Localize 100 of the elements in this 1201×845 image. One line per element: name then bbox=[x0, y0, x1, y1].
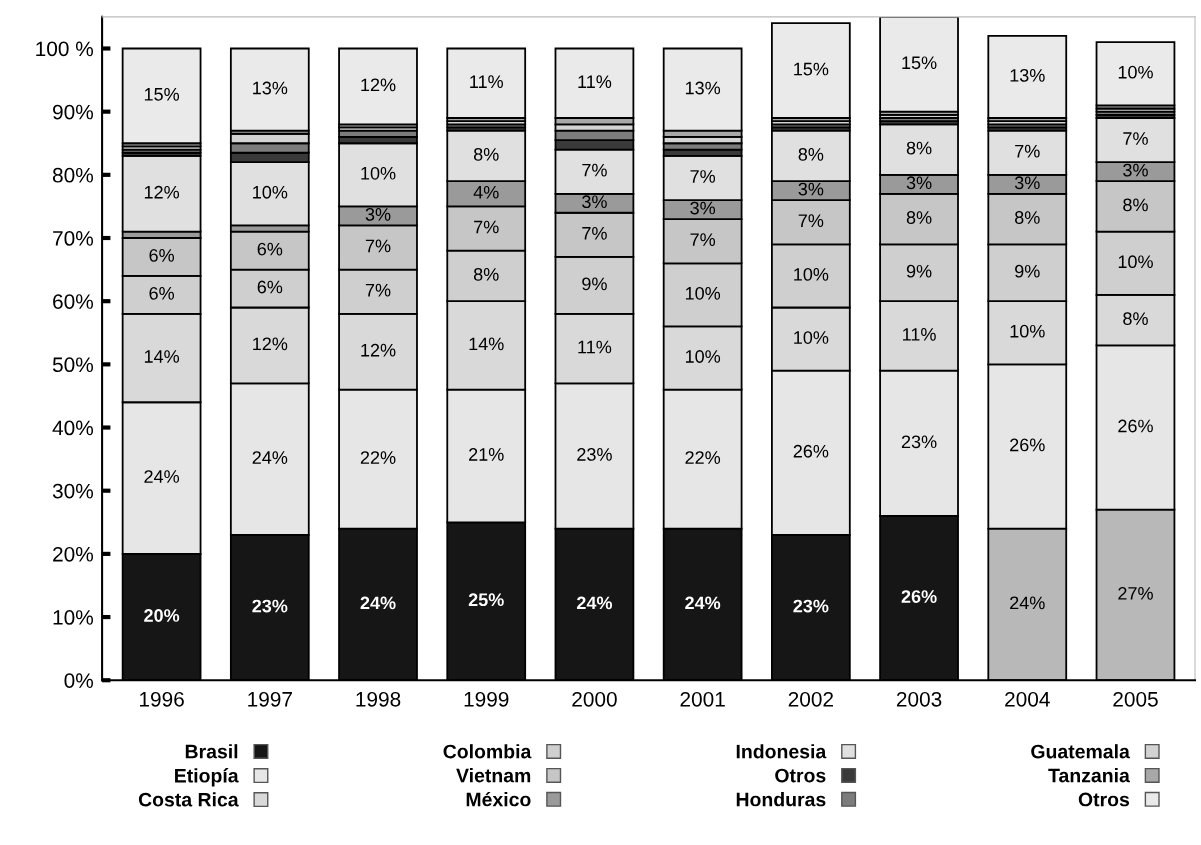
data-label: 7% bbox=[690, 233, 716, 246]
data-label: 15% bbox=[902, 56, 937, 70]
data-label: 3% bbox=[798, 182, 824, 196]
data-label: 11% bbox=[578, 75, 612, 89]
data-label: 24% bbox=[576, 596, 613, 610]
data-label: 11% bbox=[578, 340, 612, 354]
y-tick-label: 90% bbox=[53, 104, 94, 120]
x-tick-label: 1996 bbox=[140, 691, 184, 707]
legend-label: Tanzania bbox=[1048, 768, 1130, 783]
data-label: 11% bbox=[470, 75, 503, 89]
x-tick-label: 2003 bbox=[896, 691, 942, 707]
data-label: 11% bbox=[903, 328, 936, 341]
data-label: 13% bbox=[253, 81, 288, 95]
data-label: 12% bbox=[144, 185, 180, 199]
data-label: 3% bbox=[906, 176, 932, 190]
data-label: 9% bbox=[906, 264, 932, 278]
data-label: 7% bbox=[1015, 144, 1040, 158]
data-label: 25% bbox=[468, 593, 504, 607]
y-tick-label: 30% bbox=[52, 483, 94, 499]
data-label: 10% bbox=[253, 185, 288, 199]
data-label: 21% bbox=[469, 448, 504, 461]
data-label: 22% bbox=[685, 451, 721, 464]
data-label: 24% bbox=[1010, 596, 1045, 610]
data-label: 13% bbox=[1010, 68, 1045, 82]
data-label: 14% bbox=[144, 350, 180, 363]
data-label: 26% bbox=[793, 444, 829, 458]
y-tick-label: 40% bbox=[52, 420, 94, 436]
x-tick-label: 2004 bbox=[1005, 691, 1050, 707]
data-label: 12% bbox=[361, 78, 396, 92]
data-label: 12% bbox=[253, 337, 288, 351]
x-tick-label: 1998 bbox=[356, 691, 401, 707]
data-label: 12% bbox=[361, 343, 396, 357]
y-tick-label: 0% bbox=[64, 673, 94, 688]
legend-label: Colombia bbox=[443, 744, 532, 759]
data-label: 9% bbox=[1015, 264, 1040, 278]
legend-label: Otros bbox=[775, 768, 826, 783]
data-label: 10% bbox=[794, 331, 829, 344]
x-tick-label: 1999 bbox=[464, 691, 509, 707]
data-label: 3% bbox=[1123, 163, 1148, 177]
data-label: 10% bbox=[361, 166, 396, 180]
data-label: 6% bbox=[257, 242, 283, 256]
data-label: 3% bbox=[1014, 176, 1040, 190]
data-label: 24% bbox=[252, 451, 288, 464]
data-label: 26% bbox=[1118, 419, 1153, 433]
y-tick-label: 10% bbox=[53, 610, 94, 625]
x-tick-label: 2005 bbox=[1113, 691, 1158, 707]
legend-label: Vietnam bbox=[456, 768, 531, 783]
data-label: 3% bbox=[582, 195, 607, 209]
data-label: 7% bbox=[690, 170, 716, 183]
legend-label: Honduras bbox=[736, 792, 826, 807]
x-tick-label: 2001 bbox=[680, 691, 725, 707]
data-label: 6% bbox=[257, 280, 283, 294]
legend-label: Etiopía bbox=[175, 768, 239, 787]
data-label: 8% bbox=[473, 147, 499, 161]
data-label: 24% bbox=[685, 596, 721, 610]
data-label: 9% bbox=[582, 277, 607, 291]
data-label: 3% bbox=[365, 207, 391, 221]
data-label: 7% bbox=[582, 163, 607, 177]
y-tick-label: 100 % bbox=[36, 41, 94, 57]
legend-label: Costa Rica bbox=[138, 792, 239, 807]
data-label: 8% bbox=[473, 267, 499, 281]
data-label: 3% bbox=[690, 201, 716, 215]
legend-label: Guatemala bbox=[1031, 744, 1130, 759]
x-tick-label: 1997 bbox=[248, 691, 292, 707]
data-label: 7% bbox=[582, 226, 607, 240]
data-label: 8% bbox=[798, 147, 824, 161]
data-label: 6% bbox=[149, 249, 175, 262]
legend-label: Otros bbox=[1078, 792, 1130, 807]
legend-label: México bbox=[466, 791, 531, 807]
y-tick-label: 60% bbox=[53, 294, 94, 309]
data-label: 15% bbox=[144, 88, 180, 101]
data-label: 7% bbox=[365, 283, 391, 297]
data-label: 26% bbox=[901, 590, 937, 603]
data-label: 7% bbox=[474, 220, 499, 234]
data-label: 10% bbox=[685, 350, 721, 363]
legend-label: Brasil bbox=[185, 744, 238, 759]
data-label: 8% bbox=[906, 211, 932, 224]
data-label: 26% bbox=[1010, 438, 1045, 452]
data-label: 23% bbox=[901, 435, 937, 449]
data-label: 15% bbox=[794, 62, 829, 76]
x-tick-label: 2000 bbox=[572, 691, 617, 707]
data-label: 13% bbox=[685, 81, 721, 95]
data-label: 24% bbox=[144, 470, 180, 483]
data-label: 22% bbox=[360, 451, 396, 464]
data-label: 7% bbox=[798, 214, 824, 227]
data-label: 20% bbox=[144, 609, 180, 622]
data-label: 10% bbox=[794, 267, 829, 281]
data-label: 24% bbox=[360, 596, 396, 610]
data-label: 14% bbox=[469, 337, 504, 351]
data-label: 23% bbox=[793, 599, 829, 613]
data-label: 8% bbox=[1015, 211, 1040, 224]
x-tick-label: 2002 bbox=[788, 691, 833, 707]
data-label: 7% bbox=[1123, 132, 1148, 145]
data-label: 10% bbox=[1118, 255, 1153, 269]
data-label: 23% bbox=[252, 599, 288, 613]
data-label: 8% bbox=[906, 141, 932, 155]
data-label: 10% bbox=[1118, 65, 1153, 79]
y-tick-label: 80% bbox=[52, 167, 94, 183]
data-label: 4% bbox=[473, 185, 499, 199]
y-tick-label: 70% bbox=[53, 231, 94, 246]
